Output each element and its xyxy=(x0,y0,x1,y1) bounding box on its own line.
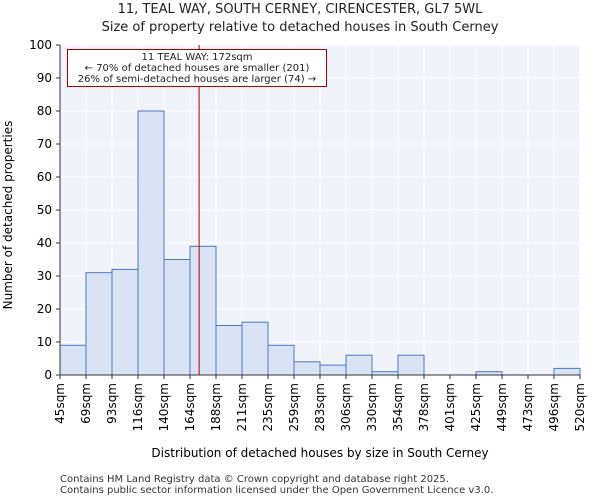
bar-306sqm xyxy=(345,354,373,376)
y-tick-label: 30 xyxy=(37,269,52,283)
x-tick-label: 520sqm xyxy=(573,383,587,431)
bar-496sqm xyxy=(553,367,581,376)
footer-copyright: Contains HM Land Registry data © Crown c… xyxy=(60,474,449,485)
x-tick-label: 378sqm xyxy=(417,383,431,431)
annotation-box: 11 TEAL WAY: 172sqm ← 70% of detached ho… xyxy=(67,49,327,87)
chart-title-line1: 11, TEAL WAY, SOUTH CERNEY, CIRENCESTER,… xyxy=(117,2,483,17)
y-axis-label: Number of detached properties xyxy=(1,121,15,310)
bar-235sqm xyxy=(267,344,295,376)
y-tick-label: 40 xyxy=(37,236,52,250)
footer-licence: Contains public sector information licen… xyxy=(60,485,494,496)
y-tick-label: 50 xyxy=(37,203,52,217)
x-tick-label: 283sqm xyxy=(313,383,327,431)
bar-283sqm xyxy=(319,364,347,376)
bar-259sqm xyxy=(293,361,321,376)
x-tick-label: 425sqm xyxy=(469,383,483,431)
x-tick-label: 235sqm xyxy=(261,383,275,431)
bar-93sqm xyxy=(111,268,139,376)
x-tick-label: 116sqm xyxy=(131,383,145,431)
y-tick-label: 70 xyxy=(37,137,52,151)
x-tick-label: 69sqm xyxy=(79,383,93,424)
annotation-line1: 11 TEAL WAY: 172sqm xyxy=(141,52,253,63)
x-axis-label: Distribution of detached houses by size … xyxy=(151,446,488,460)
y-tick-label: 80 xyxy=(37,104,52,118)
x-tick-label: 354sqm xyxy=(391,383,405,431)
x-tick-label: 45sqm xyxy=(53,383,67,424)
y-tick-label: 60 xyxy=(37,170,52,184)
x-tick-label: 188sqm xyxy=(209,383,223,431)
bar-211sqm xyxy=(241,321,269,376)
y-tick-label: 20 xyxy=(37,302,52,316)
x-tick-label: 93sqm xyxy=(105,383,119,424)
x-tick-label: 140sqm xyxy=(157,383,171,431)
bar-354sqm xyxy=(397,354,425,376)
annotation-line3: 26% of semi-detached houses are larger (… xyxy=(77,74,317,85)
x-tick-label: 330sqm xyxy=(365,383,379,431)
x-tick-label: 401sqm xyxy=(443,383,457,431)
y-tick-label: 10 xyxy=(37,335,52,349)
bar-69sqm xyxy=(85,272,113,376)
bar-45sqm xyxy=(59,344,87,376)
histogram-chart: 0 10 20 30 40 50 60 70 80 90 100 45sqm 69sqm 93sqm 11… xyxy=(1,38,587,460)
y-tick-label: 0 xyxy=(44,368,52,382)
x-axis-ticks: 45sqm 69sqm 93sqm 116sqm 140sqm 164sqm 188sqm 2… xyxy=(53,375,587,431)
bar-140sqm xyxy=(163,259,191,376)
x-tick-label: 259sqm xyxy=(287,383,301,431)
y-tick-label: 90 xyxy=(37,71,52,85)
bar-116sqm xyxy=(137,110,165,376)
bar-164sqm xyxy=(189,245,217,376)
chart-title-line2: Size of property relative to detached ho… xyxy=(101,20,499,35)
x-tick-label: 496sqm xyxy=(547,383,561,431)
bar-188sqm xyxy=(215,325,243,376)
bars-group xyxy=(59,110,581,376)
y-tick-label: 100 xyxy=(29,38,52,52)
x-tick-label: 164sqm xyxy=(183,383,197,431)
x-tick-label: 306sqm xyxy=(339,383,353,431)
x-tick-label: 211sqm xyxy=(235,383,249,431)
y-axis-ticks: 0 10 20 30 40 50 60 70 80 90 100 xyxy=(29,38,60,382)
annotation-line2: ← 70% of detached houses are smaller (20… xyxy=(84,63,310,74)
x-tick-label: 473sqm xyxy=(521,383,535,431)
x-tick-label: 449sqm xyxy=(495,383,509,431)
